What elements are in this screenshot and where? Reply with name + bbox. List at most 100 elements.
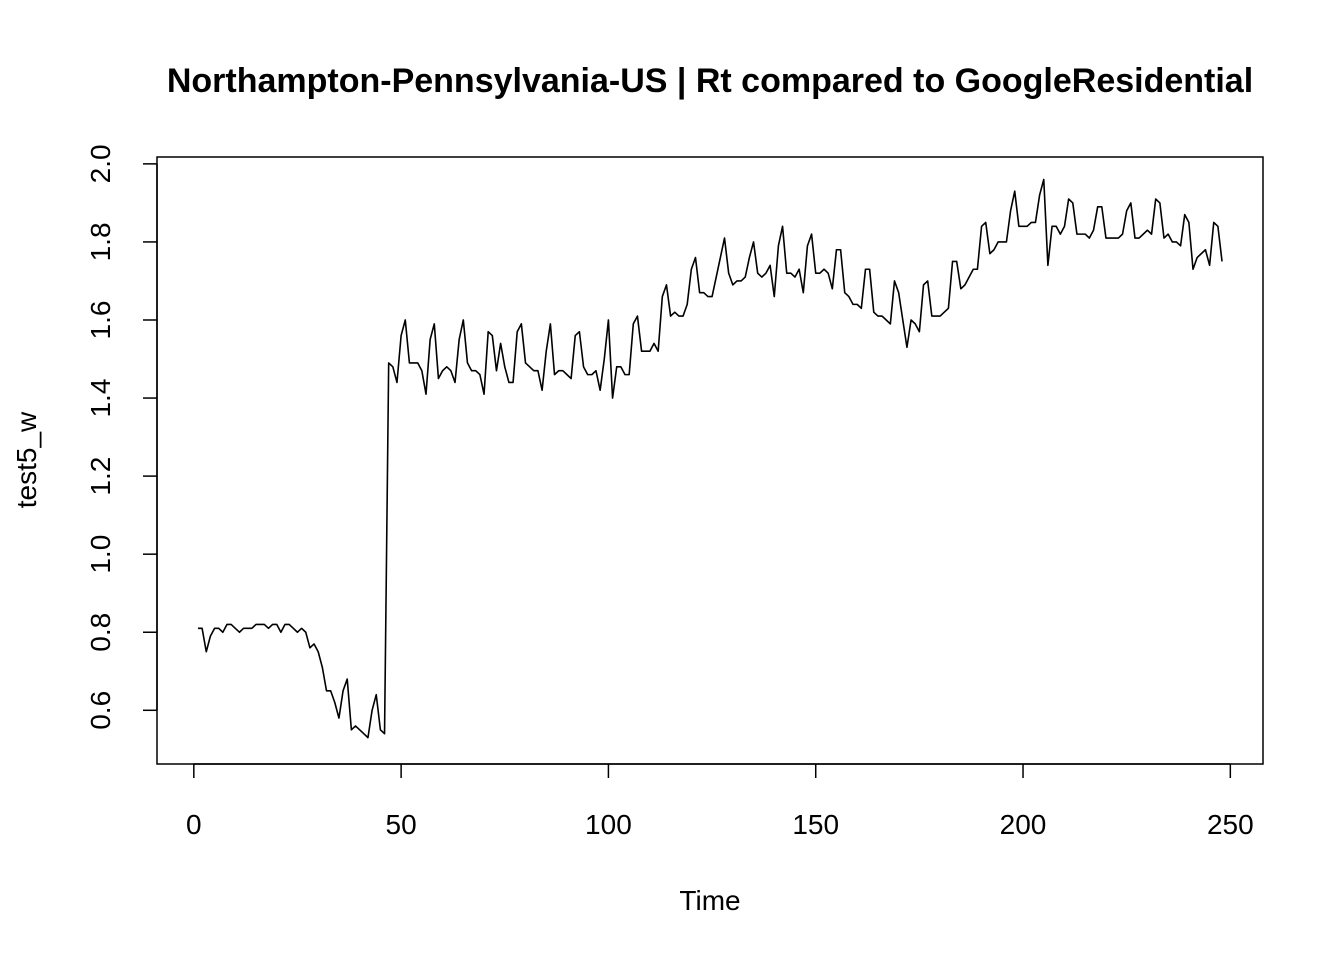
data-point xyxy=(740,280,741,281)
data-point xyxy=(533,370,534,371)
data-point xyxy=(770,265,771,266)
data-point xyxy=(1155,198,1156,199)
data-point xyxy=(525,362,526,363)
data-point xyxy=(1205,249,1206,250)
data-point xyxy=(732,284,733,285)
data-point xyxy=(301,628,302,629)
data-point xyxy=(1014,191,1015,192)
y-tick-label: 1.6 xyxy=(85,301,116,340)
data-point xyxy=(322,667,323,668)
data-point xyxy=(886,319,887,320)
data-point xyxy=(496,370,497,371)
data-point xyxy=(935,315,936,316)
data-point xyxy=(1134,237,1135,238)
data-point xyxy=(1126,210,1127,211)
data-point xyxy=(591,374,592,375)
data-point xyxy=(463,319,464,320)
data-point xyxy=(662,296,663,297)
data-point xyxy=(1159,202,1160,203)
data-point xyxy=(355,725,356,726)
data-point xyxy=(865,269,866,270)
data-point xyxy=(450,370,451,371)
data-point xyxy=(488,331,489,332)
data-point xyxy=(674,312,675,313)
data-point xyxy=(919,331,920,332)
data-point xyxy=(1056,226,1057,227)
data-point xyxy=(1213,222,1214,223)
x-tick-label: 100 xyxy=(585,809,632,840)
data-point xyxy=(1192,269,1193,270)
data-point xyxy=(1010,210,1011,211)
data-point xyxy=(637,315,638,316)
data-point xyxy=(1018,226,1019,227)
data-point xyxy=(844,292,845,293)
data-point xyxy=(1221,261,1222,262)
data-point xyxy=(790,273,791,274)
data-point xyxy=(786,273,787,274)
data-point xyxy=(1051,226,1052,227)
data-point xyxy=(334,702,335,703)
data-point xyxy=(745,276,746,277)
data-point xyxy=(508,382,509,383)
data-point xyxy=(417,362,418,363)
y-axis: 0.6 0.8 1.0 1.2 1.4 1.6 1.8 2.0 xyxy=(85,144,158,730)
data-point xyxy=(264,624,265,625)
data-point xyxy=(794,276,795,277)
data-point xyxy=(1147,230,1148,231)
data-point xyxy=(964,284,965,285)
data-point xyxy=(691,269,692,270)
y-tick-label: 1.2 xyxy=(85,457,116,496)
data-point xyxy=(1114,237,1115,238)
data-point xyxy=(554,374,555,375)
data-point xyxy=(467,362,468,363)
data-point xyxy=(985,222,986,223)
data-point xyxy=(923,284,924,285)
data-point xyxy=(363,733,364,734)
data-point xyxy=(1163,237,1164,238)
data-point xyxy=(405,319,406,320)
data-point xyxy=(1022,226,1023,227)
data-point xyxy=(720,257,721,258)
data-point xyxy=(993,249,994,250)
data-point xyxy=(284,624,285,625)
data-point xyxy=(1072,202,1073,203)
data-point xyxy=(517,331,518,332)
data-point xyxy=(1043,179,1044,180)
x-axis-label: Time xyxy=(679,885,740,916)
data-point xyxy=(1118,237,1119,238)
data-point xyxy=(828,273,829,274)
data-point xyxy=(989,253,990,254)
data-point xyxy=(641,351,642,352)
data-point xyxy=(803,292,804,293)
data-point xyxy=(658,351,659,352)
data-point xyxy=(367,737,368,738)
data-point xyxy=(981,226,982,227)
data-point xyxy=(600,390,601,391)
y-tick-label: 0.8 xyxy=(85,613,116,652)
data-point xyxy=(202,628,203,629)
data-point xyxy=(1105,237,1106,238)
data-point xyxy=(716,276,717,277)
data-point xyxy=(1089,237,1090,238)
data-point xyxy=(915,323,916,324)
data-point xyxy=(541,390,542,391)
data-point xyxy=(380,729,381,730)
data-point xyxy=(239,632,240,633)
y-tick-label: 1.4 xyxy=(85,379,116,418)
data-point xyxy=(902,319,903,320)
data-point xyxy=(815,273,816,274)
data-point xyxy=(624,374,625,375)
data-point xyxy=(1085,234,1086,235)
data-point xyxy=(338,718,339,719)
data-point xyxy=(1176,241,1177,242)
data-point xyxy=(388,362,389,363)
data-point xyxy=(243,628,244,629)
data-point xyxy=(1130,202,1131,203)
data-point xyxy=(699,292,700,293)
x-tick-label: 200 xyxy=(1000,809,1047,840)
data-point xyxy=(235,628,236,629)
data-point xyxy=(210,636,211,637)
data-point xyxy=(765,273,766,274)
data-point xyxy=(255,624,256,625)
data-point xyxy=(616,366,617,367)
